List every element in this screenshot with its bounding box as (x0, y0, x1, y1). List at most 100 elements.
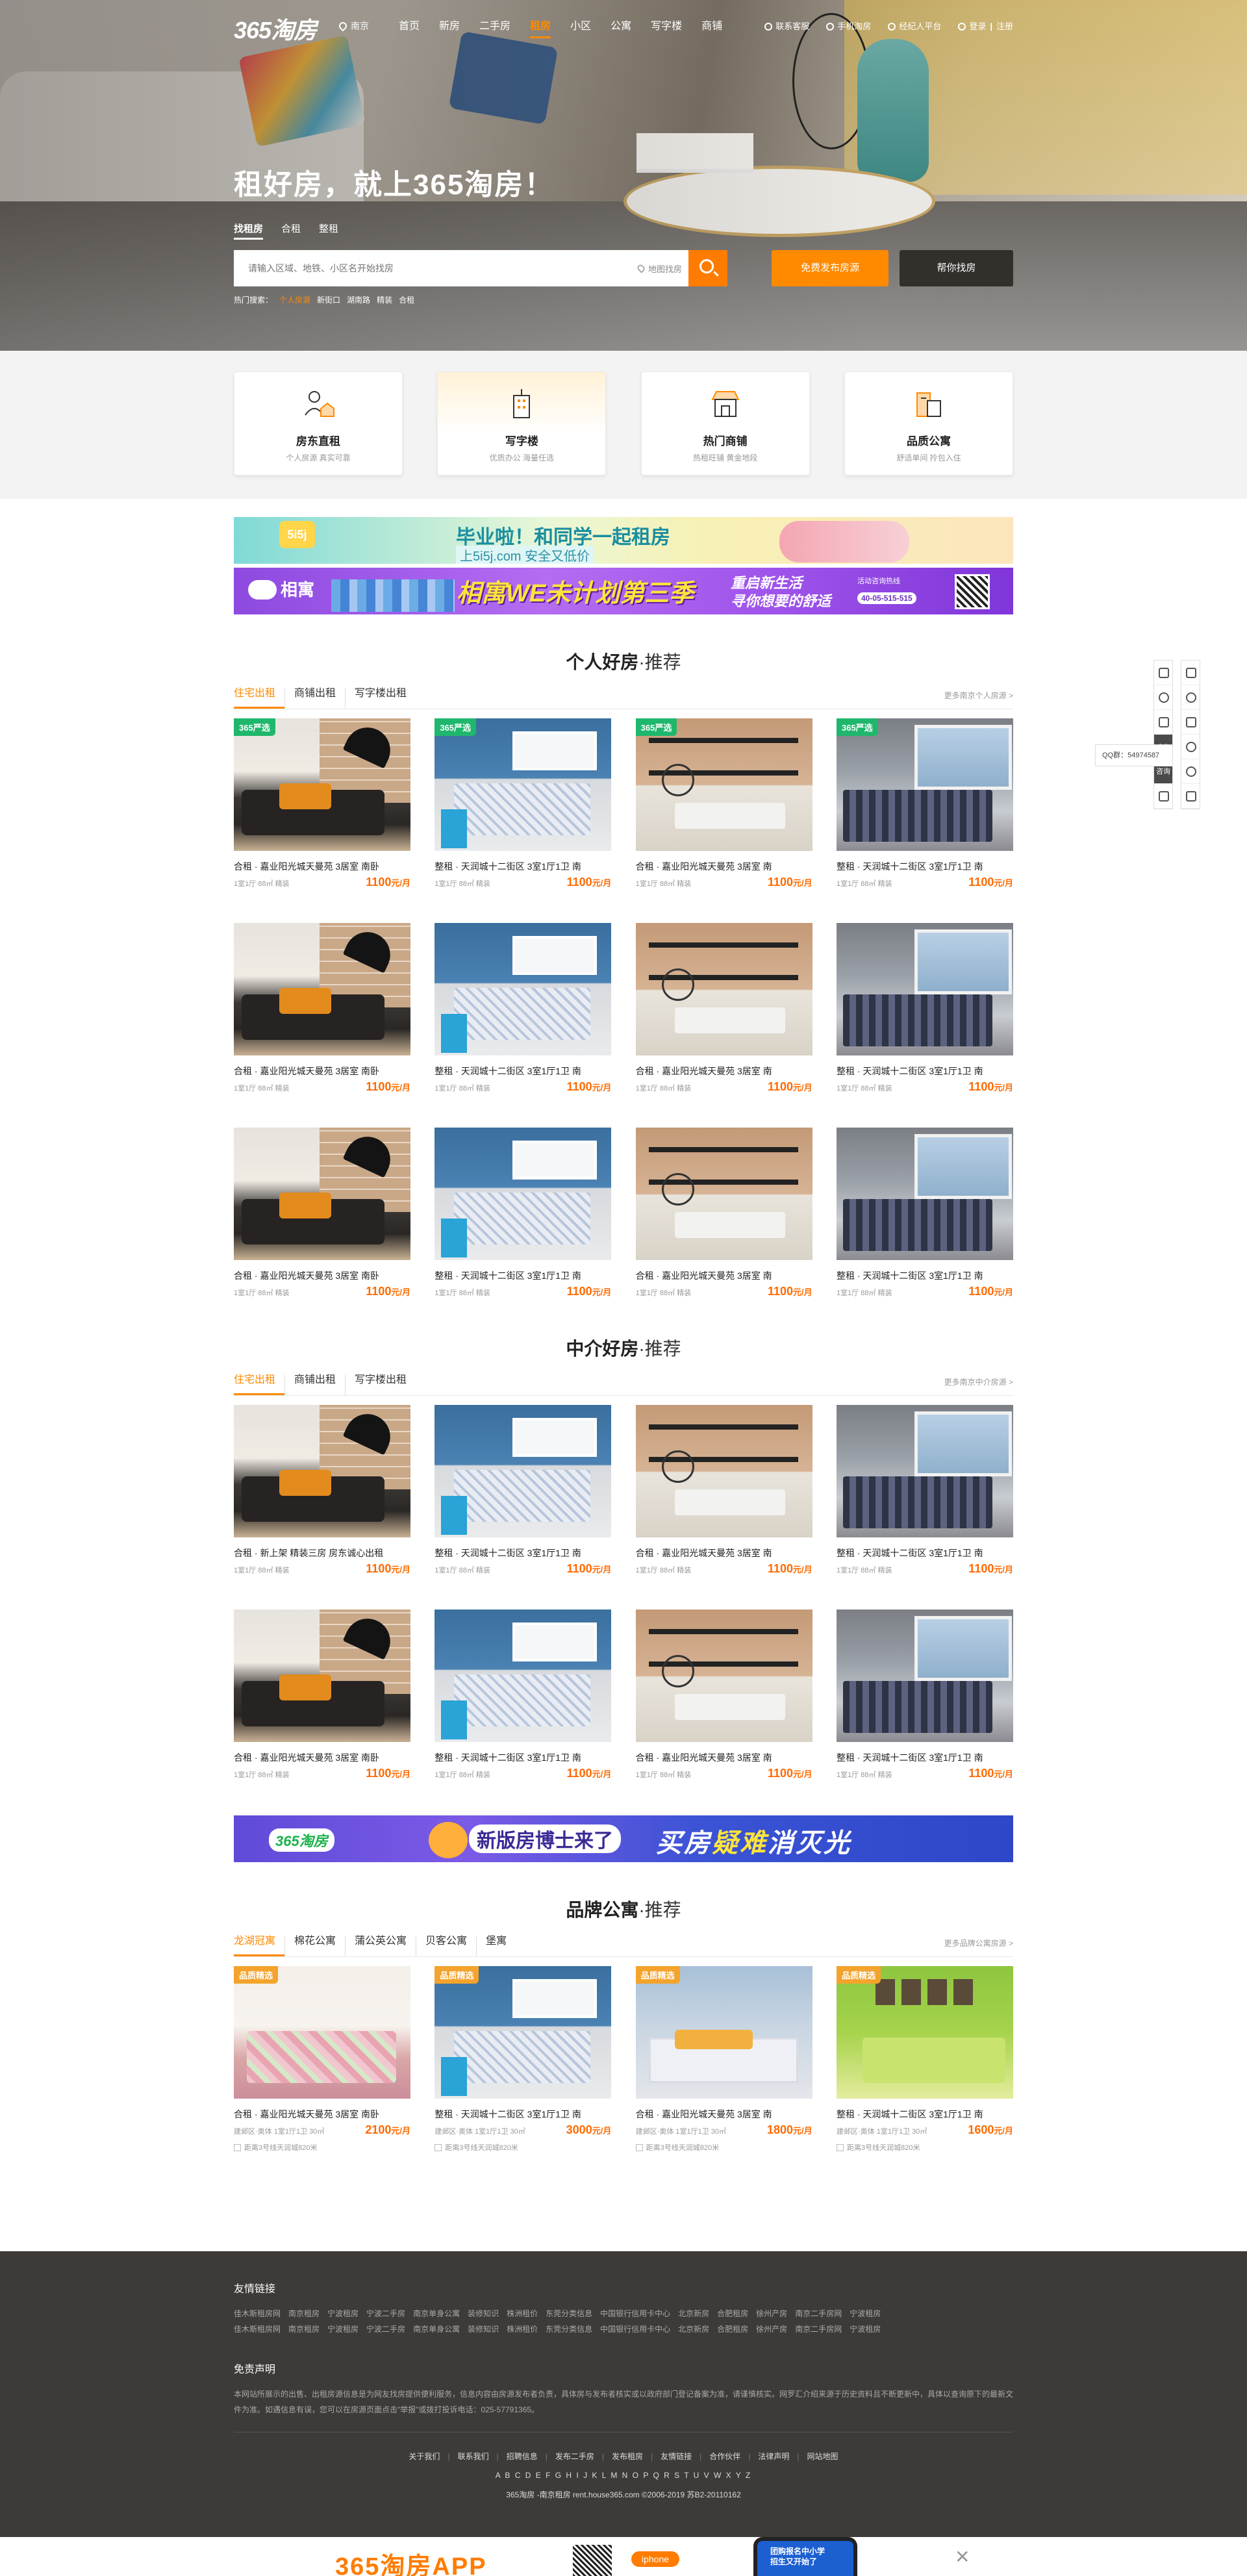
listing-title[interactable]: 合租 · 嘉业阳光城天曼苑 3居室 南 (635, 1066, 772, 1076)
search-input[interactable] (234, 250, 624, 286)
alphabet-index[interactable]: A B C D E F G H I J K L M N O P Q R S T … (495, 2471, 752, 2480)
footer-nav-link[interactable]: 合作伙伴 (709, 2452, 741, 2461)
tab-brand-beike[interactable]: 贝客公寓 (416, 1936, 476, 1956)
side-tool-compass-2[interactable] (1154, 685, 1172, 710)
listing-title[interactable]: 整租 · 天润城十二街区 3室1厅1卫 南 (836, 1270, 983, 1281)
listing-card[interactable]: 合租 · 嘉业阳光城天曼苑 3居室 南卧 1室1厅 88㎡ 精装 1100元/月 (234, 1610, 410, 1780)
menu-item-apartment[interactable]: 公寓 (611, 21, 632, 32)
listing-card[interactable]: 365严选 整租 · 天润城十二街区 3室1厅1卫 南 1室1厅 88㎡ 精装 1… (435, 718, 612, 889)
listing-title[interactable]: 整租 · 天润城十二街区 3室1厅1卫 南 (435, 1548, 581, 1558)
listing-title[interactable]: 整租 · 天润城十二街区 3室1厅1卫 南 (435, 2109, 581, 2119)
listing-title[interactable]: 整租 · 天润城十二街区 3室1厅1卫 南 (435, 861, 581, 872)
tab-office-rent[interactable]: 写字楼出租 (345, 688, 416, 709)
listing-title[interactable]: 整租 · 天润城十二街区 3室1厅1卫 南 (836, 1066, 983, 1076)
friend-link[interactable]: 佳木斯租房网 (234, 2325, 281, 2334)
listing-photo[interactable] (836, 1128, 1013, 1260)
help-find-button[interactable]: 帮你找房 (900, 250, 1013, 286)
listing-photo[interactable] (435, 1128, 612, 1260)
side-tool-qq[interactable] (1181, 735, 1200, 759)
listing-title[interactable]: 整租 · 天润城十二街区 3室1厅1卫 南 (836, 1548, 983, 1558)
listing-photo[interactable] (435, 923, 612, 1055)
tab-whole[interactable]: 整租 (319, 223, 339, 234)
side-tool-mail[interactable] (1181, 710, 1200, 735)
hot-item[interactable]: 合租 (399, 296, 415, 305)
listing-photo[interactable] (435, 1610, 612, 1742)
friend-link[interactable]: 南京租房 (288, 2309, 320, 2318)
listing-card[interactable]: 合租 · 嘉业阳光城天曼苑 3居室 南卧 1室1厅 88㎡ 精装 1100元/月 (234, 923, 410, 1094)
footer-nav-link[interactable]: 网站地图 (807, 2452, 838, 2461)
friend-link[interactable]: 佳木斯租房网 (234, 2309, 281, 2318)
listing-title[interactable]: 整租 · 天润城十二街区 3室1厅1卫 南 (435, 1066, 581, 1076)
listing-title[interactable]: 合租 · 嘉业阳光城天曼苑 3居室 南卧 (234, 2109, 380, 2119)
more-link[interactable]: 更多品牌公寓房源 > (944, 1939, 1013, 1948)
friend-link[interactable]: 株洲租价 (507, 2325, 538, 2334)
listing-card[interactable]: 品质精选 整租 · 天润城十二街区 3室1厅1卫 南 建邺区·奥体 1室1厅1卫… (836, 1966, 1013, 2153)
menu-item-rent[interactable]: 租房 (530, 17, 551, 38)
footer-nav-link[interactable]: 联系我们 (457, 2452, 489, 2461)
login-link[interactable]: 登录 (969, 21, 987, 31)
listing-title[interactable]: 整租 · 天润城十二街区 3室1厅1卫 南 (836, 2109, 983, 2119)
tab-find-rent[interactable]: 找租房 (234, 221, 264, 240)
hot-item[interactable]: 精装 (377, 296, 393, 305)
friend-link[interactable]: 装修知识 (468, 2325, 499, 2334)
listing-card[interactable]: 365严选 整租 · 天润城十二街区 3室1厅1卫 南 1室1厅 88㎡ 精装 1… (836, 718, 1013, 889)
site-logo[interactable]: 365淘房 (234, 17, 317, 44)
listing-photo[interactable] (234, 1405, 410, 1537)
listing-photo[interactable] (836, 923, 1013, 1055)
friend-link[interactable]: 中国银行信用卡中心 (600, 2309, 671, 2318)
listing-card[interactable]: 品质精选 整租 · 天润城十二街区 3室1厅1卫 南 建邺区·奥体 1室1厅1卫… (435, 1966, 612, 2153)
tab-brand-longhu[interactable]: 龙湖冠寓 (234, 1936, 285, 1956)
tab-shared[interactable]: 合租 (281, 223, 301, 234)
listing-photo[interactable] (234, 1128, 410, 1260)
register-link[interactable]: 注册 (996, 21, 1013, 31)
listing-photo[interactable] (635, 1405, 812, 1537)
listing-photo[interactable] (435, 1405, 612, 1537)
more-link[interactable]: 更多南京中介房源 > (944, 1378, 1013, 1387)
listing-title[interactable]: 整租 · 天润城十二街区 3室1厅1卫 南 (435, 1270, 581, 1281)
menu-item-second-hand[interactable]: 二手房 (479, 21, 511, 32)
friend-link[interactable]: 装修知识 (468, 2309, 499, 2318)
post-listing-button[interactable]: 免费发布房源 (772, 250, 888, 286)
listing-photo[interactable] (836, 1405, 1013, 1537)
listing-card[interactable]: 365严选 合租 · 嘉业阳光城天曼苑 3居室 南卧 1室1厅 88㎡ 精装 11… (234, 718, 410, 889)
hot-item[interactable]: 个人房源 (279, 296, 311, 305)
friend-link[interactable]: 徐州产房 (756, 2309, 788, 2318)
hot-item[interactable]: 湖南路 (347, 296, 371, 305)
listing-card[interactable]: 合租 · 嘉业阳光城天曼苑 3居室 南 1室1厅 88㎡ 精装 1100元/月 (635, 1128, 812, 1298)
menu-item-new-homes[interactable]: 新房 (439, 21, 460, 32)
menu-item-community[interactable]: 小区 (570, 21, 592, 32)
listing-card[interactable]: 整租 · 天润城十二街区 3室1厅1卫 南 1室1厅 88㎡ 精装 1100元/月 (836, 1128, 1013, 1298)
listing-title[interactable]: 整租 · 天润城十二街区 3室1厅1卫 南 (836, 861, 983, 872)
friend-link[interactable]: 南京租房 (288, 2325, 320, 2334)
tab-shop-rent[interactable]: 商铺出租 (284, 688, 345, 709)
menu-item-shop[interactable]: 商铺 (701, 21, 723, 32)
friend-link[interactable]: 宁波租房 (327, 2309, 359, 2318)
listing-title[interactable]: 整租 · 天润城十二街区 3室1厅1卫 南 (435, 1752, 581, 1763)
listing-photo[interactable]: 365严选 (234, 718, 410, 851)
listing-title[interactable]: 合租 · 新上架 精装三房 房东诚心出租 (234, 1548, 384, 1558)
city-selector[interactable]: 南京 (337, 19, 369, 32)
listing-photo[interactable] (635, 923, 812, 1055)
service-link[interactable]: 联系客服 (764, 19, 809, 32)
friend-link[interactable]: 株洲租价 (507, 2309, 538, 2318)
footer-nav-link[interactable]: 发布租房 (611, 2452, 643, 2461)
search-button[interactable] (688, 250, 727, 286)
friend-link[interactable]: 徐州产房 (756, 2325, 788, 2334)
listing-title[interactable]: 整租 · 天润城十二街区 3室1厅1卫 南 (836, 1752, 983, 1763)
ad-banner-xiangyu[interactable]: 相寓 相寓WE未计划第三季 重启新生活 寻你想要的舒适 活动咨询热线 40-05… (234, 568, 1013, 614)
tab-brand-baoyu[interactable]: 堡寓 (476, 1936, 516, 1956)
listing-card[interactable]: 整租 · 天润城十二街区 3室1厅1卫 南 1室1厅 88㎡ 精装 1100元/月 (836, 1610, 1013, 1780)
ad-banner-5i5j[interactable]: 5i5j 毕业啦！和同学一起租房 上5i5j.com 安全又低价 (234, 517, 1013, 564)
listing-title[interactable]: 合租 · 嘉业阳光城天曼苑 3居室 南卧 (234, 861, 380, 872)
more-link[interactable]: 更多南京个人房源 > (944, 691, 1013, 700)
listing-photo[interactable]: 品质精选 (635, 1966, 812, 2099)
listing-card[interactable]: 合租 · 嘉业阳光城天曼苑 3居室 南 1室1厅 88㎡ 精装 1100元/月 (635, 923, 812, 1094)
side-tool-weibo[interactable] (1181, 759, 1200, 784)
footer-nav-link[interactable]: 招聘信息 (506, 2452, 538, 2461)
menu-item-office[interactable]: 写字楼 (651, 21, 683, 32)
listing-photo[interactable] (234, 1610, 410, 1742)
friend-link[interactable]: 东莞分类信息 (546, 2325, 593, 2334)
listing-card[interactable]: 合租 · 嘉业阳光城天曼苑 3居室 南 1室1厅 88㎡ 精装 1100元/月 (635, 1610, 812, 1780)
tab-shop-rent[interactable]: 商铺出租 (284, 1375, 345, 1395)
close-icon[interactable]: ✕ (955, 2547, 970, 2567)
